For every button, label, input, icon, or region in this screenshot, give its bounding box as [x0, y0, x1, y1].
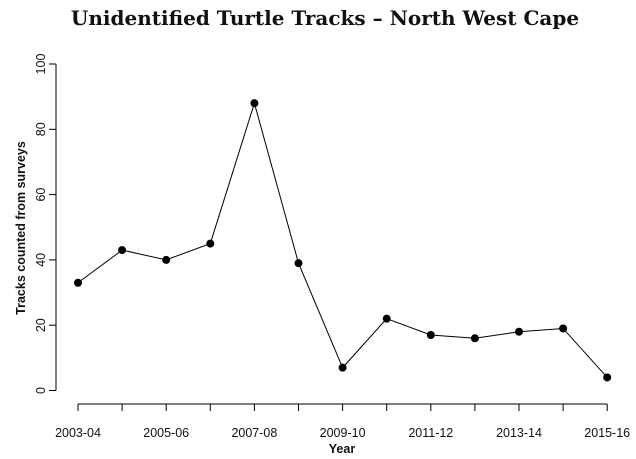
data-point	[206, 239, 215, 248]
data-point	[250, 99, 259, 108]
x-tick-label: 2013-14	[496, 426, 542, 440]
x-tick-label: 2005-06	[143, 426, 189, 440]
data-point	[470, 334, 479, 343]
series-line	[77, 101, 608, 378]
chart-title: Unidentified Turtle Tracks – North West …	[70, 6, 580, 30]
x-tick-label: 2015-16	[584, 426, 630, 440]
y-tick-label: 80	[34, 122, 48, 136]
data-point	[559, 324, 568, 333]
y-axis: 0 20 40 60 80 100	[34, 54, 57, 394]
x-tick-label: 2011-12	[408, 426, 453, 440]
y-axis-label: Tracks counted from surveys	[14, 141, 28, 315]
data-point	[118, 246, 127, 255]
y-tick-label: 0	[34, 387, 48, 394]
data-series	[74, 99, 612, 382]
data-point	[294, 259, 303, 268]
data-point	[515, 327, 523, 336]
x-axis-label: Year	[329, 442, 356, 456]
data-point	[74, 278, 82, 287]
data-point	[162, 255, 171, 264]
x-axis: 2003-04 2005-06 2007-08 2009-10 2011-12 2013-…	[55, 403, 630, 440]
y-tick-label: 40	[34, 253, 48, 267]
data-point	[426, 330, 435, 339]
data-point	[603, 373, 612, 382]
y-tick-label: 100	[34, 54, 48, 75]
data-point	[382, 314, 391, 323]
data-point	[338, 363, 347, 372]
y-tick-label: 60	[34, 188, 48, 202]
x-tick-label: 2003-04	[55, 426, 101, 440]
x-tick-label: 2009-10	[320, 426, 366, 440]
y-tick-label: 20	[34, 318, 48, 332]
x-tick-label: 2007-08	[231, 426, 277, 440]
